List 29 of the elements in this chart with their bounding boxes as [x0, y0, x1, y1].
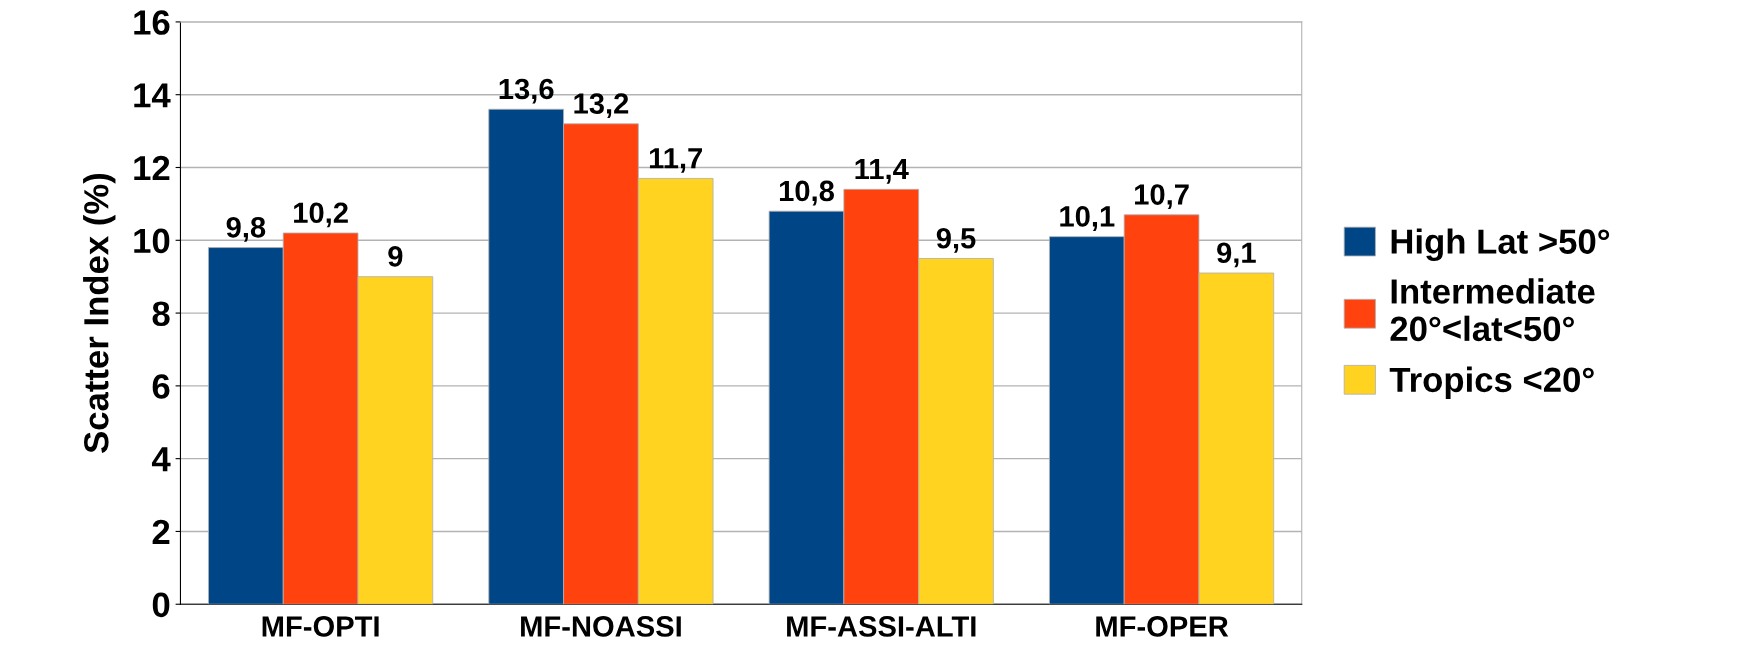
data-label: 10,1: [1060, 206, 1115, 231]
data-label: 10,2: [294, 202, 348, 228]
x-tick-label: MF-ASSI-ALTI: [787, 616, 976, 637]
legend-label: Tropics <20°: [1389, 366, 1594, 399]
data-label: 10,8: [779, 180, 834, 206]
y-tick-label: 12: [134, 155, 170, 181]
data-label: 13,2: [574, 93, 629, 119]
x-tick-label: MF-OPER: [1096, 616, 1229, 637]
x-tick-label: MF-NOASSI: [521, 616, 681, 637]
data-label: 13,6: [499, 78, 554, 104]
data-label: 9,8: [226, 216, 266, 242]
data-label: 9,1: [1217, 242, 1256, 268]
y-tick-label: 6: [152, 374, 170, 399]
y-tick-label: 10: [134, 228, 170, 254]
data-label: 9,5: [936, 227, 976, 253]
x-tick-label: MF-OPTI: [262, 616, 379, 637]
legend-label: Intermediate 20°<lat<50°: [1390, 278, 1595, 342]
y-tick-label: 4: [151, 447, 171, 472]
y-tick-label: 14: [134, 83, 171, 108]
y-axis-title: Scatter Index (%): [83, 173, 116, 453]
y-tick-label: 2: [152, 519, 170, 545]
y-tick-label: 0: [152, 592, 170, 618]
data-label: 11,4: [855, 159, 909, 184]
legend-label: High Lat >50°: [1391, 228, 1610, 261]
data-label: 10,7: [1135, 184, 1189, 210]
y-tick-label: 16: [134, 10, 170, 35]
y-tick-label: 8: [152, 301, 170, 326]
data-label: 9: [388, 246, 403, 267]
data-label: 11,7: [649, 148, 702, 173]
